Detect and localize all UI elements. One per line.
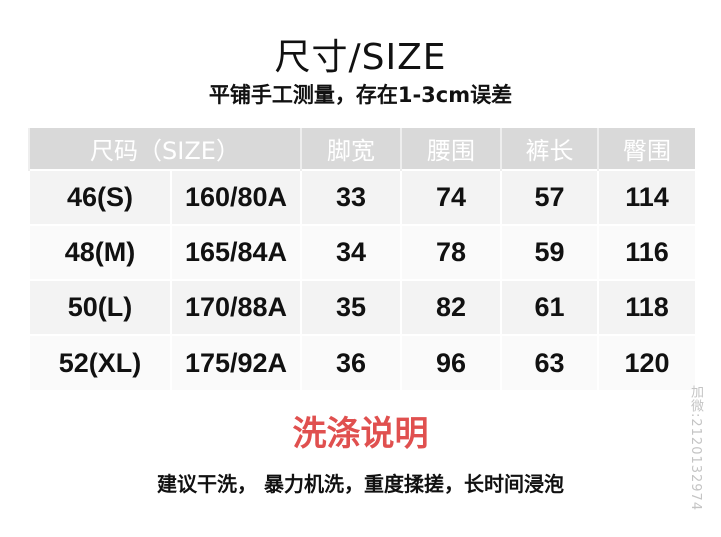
- watermark: 加微:2120132974: [688, 385, 703, 512]
- table-cell: 96: [400, 334, 502, 390]
- table-cell: 36: [300, 334, 402, 390]
- wash-title: 洗涤说明: [292, 414, 429, 454]
- size-table: 尺码（SIZE） 脚宽 腰围 裤长 臀围 46(S) 160/80A 33 74 57 1…: [27, 128, 696, 390]
- table-cell: 52(XL): [28, 334, 171, 390]
- table-cell: 61: [500, 279, 599, 335]
- wash-note: 建议干洗， 暴力机洗，重度揉搓，长时间浸泡: [157, 472, 564, 496]
- table-cell: 48(M): [28, 224, 171, 280]
- table-cell: 165/84A: [169, 224, 302, 280]
- table-cell: 46(S): [28, 169, 171, 225]
- table-cell: 74: [400, 169, 502, 225]
- header-size: 尺码（SIZE）: [27, 128, 302, 170]
- header-length: 裤长: [500, 128, 599, 170]
- table-cell: 170/88A: [169, 279, 302, 335]
- page-title: 尺寸/SIZE: [274, 37, 447, 78]
- table-cell: 160/80A: [169, 169, 302, 225]
- header-hip: 臀围: [597, 128, 696, 170]
- table-cell: 114: [597, 169, 696, 225]
- table-cell: 35: [300, 279, 402, 335]
- header-waist: 腰围: [400, 128, 502, 170]
- table-cell: 34: [300, 224, 402, 280]
- table-cell: 118: [597, 279, 696, 335]
- table-cell: 175/92A: [169, 334, 302, 390]
- table-row: 46(S) 160/80A 33 74 57 114: [28, 169, 696, 225]
- header-foot-width: 脚宽: [300, 128, 402, 170]
- table-row: 52(XL) 175/92A 36 96 63 120: [28, 334, 696, 390]
- table-cell: 33: [300, 169, 402, 225]
- table-cell: 63: [500, 334, 599, 390]
- table-cell: 57: [500, 169, 599, 225]
- table-row: 48(M) 165/84A 34 78 59 116: [28, 224, 696, 280]
- table-cell: 59: [500, 224, 599, 280]
- table-cell: 120: [597, 334, 696, 390]
- table-cell: 82: [400, 279, 502, 335]
- table-row: 50(L) 170/88A 35 82 61 118: [28, 279, 696, 335]
- table-header-row: 尺码（SIZE） 脚宽 腰围 裤长 臀围: [27, 128, 696, 170]
- table-cell: 78: [400, 224, 502, 280]
- table-cell: 116: [597, 224, 696, 280]
- page-subtitle: 平铺手工测量，存在1-3cm误差: [208, 83, 513, 107]
- table-cell: 50(L): [28, 279, 171, 335]
